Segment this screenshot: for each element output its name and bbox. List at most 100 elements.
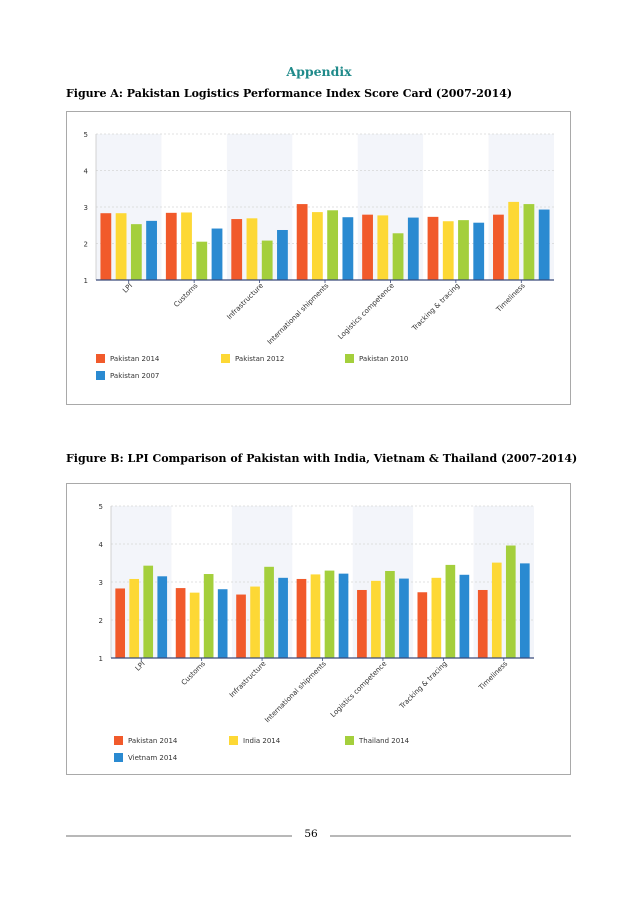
bar-vietnam-2014-customs: [217, 589, 228, 658]
bar-pakistan-2007-tracking-and-tracing: [473, 222, 485, 280]
legend-swatch-pakistan-2014: [114, 736, 123, 745]
x-tick-label-timeliness: Timeliness: [494, 282, 527, 315]
legend-swatch-pakistan-2014: [96, 354, 105, 363]
y-tick-label: 4: [84, 168, 89, 176]
x-tick-label-infrastructure: Infrastructure: [228, 660, 268, 700]
bar-pakistan-2010-lpi: [130, 224, 142, 280]
page-number: 56: [304, 828, 318, 840]
bar-pakistan-2014-timeliness: [477, 589, 488, 658]
bar-india-2014-tracking-and-tracing: [431, 577, 442, 658]
x-tick-label-timeliness: Timeliness: [477, 660, 510, 693]
legend-label-pakistan-2007: Pakistan 2007: [110, 372, 159, 380]
footer-rule-right: [330, 835, 571, 837]
y-tick-label: 3: [99, 579, 103, 587]
bar-pakistan-2010-customs: [196, 241, 208, 280]
y-tick-label: 2: [84, 241, 88, 249]
y-tick-label: 5: [84, 131, 88, 139]
figure-a-caption: Figure A: Pakistan Logistics Performance…: [66, 87, 513, 100]
bar-india-2014-international-shipments: [310, 574, 321, 658]
bar-pakistan-2007-lpi: [146, 220, 157, 280]
legend-swatch-thailand-2014: [345, 736, 354, 745]
figure-b-caption: Figure B: LPI Comparison of Pakistan wit…: [66, 452, 578, 465]
figure-a-chart: 1 2 3 4 5 LPI Customs Infrastructure Internation…: [84, 131, 554, 380]
bar-pakistan-2014-international-shipments: [296, 204, 308, 280]
bar-pakistan-2014-logistics-competence: [357, 589, 367, 658]
bar-vietnam-2014-international-shipments: [338, 573, 349, 658]
bar-pakistan-2012-tracking-and-tracing: [442, 221, 454, 280]
bar-pakistan-2010-infrastructure: [261, 240, 273, 280]
x-tick-label-international-shipments: International shipments: [266, 282, 331, 347]
figure-b-chart-frame: 1 2 3 4 5 LPI Customs Infrastructure Internation…: [66, 483, 571, 775]
legend-label-india-2014: India 2014: [243, 737, 281, 745]
bar-pakistan-2014-lpi: [115, 588, 126, 658]
bar-pakistan-2012-international-shipments: [311, 212, 323, 280]
bar-india-2014-lpi: [129, 578, 140, 658]
bar-thailand-2014-lpi: [143, 565, 154, 658]
page-footer: 56: [66, 828, 571, 844]
figure-a-chart-frame: 1 2 3 4 5 LPI Customs Infrastructure Internation…: [66, 111, 571, 405]
bar-pakistan-2012-lpi: [115, 213, 127, 280]
legend-label-pakistan-2012: Pakistan 2012: [235, 355, 284, 363]
x-tick-label-tracking-and-tracing: Tracking & tracing: [397, 660, 448, 711]
bar-pakistan-2014-international-shipments: [296, 578, 307, 658]
y-tick-label: 2: [99, 617, 103, 625]
x-tick-label-tracking-and-tracing: Tracking & tracing: [410, 282, 461, 333]
legend-label-pakistan-2014: Pakistan 2014: [110, 355, 160, 363]
legend-swatch-pakistan-2007: [96, 371, 105, 380]
bar-pakistan-2014-timeliness: [493, 214, 504, 280]
bar-thailand-2014-logistics-competence: [385, 570, 395, 658]
legend-swatch-vietnam-2014: [114, 753, 123, 762]
bar-pakistan-2014-infrastructure: [231, 219, 243, 280]
bar-thailand-2014-customs: [203, 574, 214, 658]
appendix-heading: Appendix: [286, 64, 352, 79]
bar-pakistan-2012-customs: [181, 212, 192, 280]
x-tick-label-logistics-competence: Logistics competence: [337, 282, 396, 341]
y-tick-label: 1: [84, 277, 88, 285]
bar-india-2014-customs: [189, 592, 200, 658]
bar-pakistan-2012-timeliness: [508, 201, 520, 280]
y-tick-label: 5: [99, 503, 103, 511]
x-tick-label-lpi: LPI: [134, 660, 147, 673]
legend-label-thailand-2014: Thailand 2014: [358, 737, 410, 745]
figure-b-chart: 1 2 3 4 5 LPI Customs InfrastructureInternation…: [99, 503, 534, 762]
bar-pakistan-2010-timeliness: [523, 204, 535, 280]
x-tick-label-customs: Customs: [172, 282, 199, 309]
legend-label-pakistan-2010: Pakistan 2010: [359, 355, 408, 363]
x-tick-label-lpi: LPI: [121, 282, 134, 295]
bar-pakistan-2010-tracking-and-tracing: [458, 220, 469, 280]
y-tick-label: 3: [84, 204, 88, 212]
y-tick-label: 1: [99, 655, 103, 663]
y-tick-label: 4: [99, 541, 104, 549]
bar-pakistan-2014-lpi: [100, 213, 112, 280]
bar-pakistan-2014-infrastructure: [236, 594, 246, 658]
bar-pakistan-2010-logistics-competence: [392, 233, 404, 280]
bar-thailand-2014-timeliness: [505, 545, 516, 658]
x-tick-label-infrastructure: Infrastructure: [225, 282, 265, 322]
bar-pakistan-2010-international-shipments: [327, 210, 339, 280]
bar-pakistan-2007-infrastructure: [277, 229, 288, 280]
bar-pakistan-2014-logistics-competence: [362, 214, 373, 280]
x-tick-label-logistics-competence: Logistics competence: [329, 660, 388, 719]
bar-pakistan-2014-tracking-and-tracing: [417, 592, 428, 658]
bar-vietnam-2014-infrastructure: [278, 577, 288, 658]
bar-india-2014-infrastructure: [250, 586, 260, 658]
x-tick-label-customs: Customs: [180, 660, 207, 687]
bar-pakistan-2007-logistics-competence: [407, 217, 419, 280]
bar-thailand-2014-international-shipments: [324, 570, 335, 658]
bar-pakistan-2012-logistics-competence: [377, 215, 389, 280]
bar-thailand-2014-infrastructure: [264, 566, 274, 658]
bar-vietnam-2014-tracking-and-tracing: [459, 574, 470, 658]
bar-vietnam-2014-logistics-competence: [399, 578, 409, 658]
x-tick-label-international-shipments: International shipments: [263, 660, 328, 725]
bar-thailand-2014-tracking-and-tracing: [445, 564, 456, 658]
legend-label-vietnam-2014: Vietnam 2014: [128, 754, 178, 762]
bar-pakistan-2014-customs: [165, 212, 177, 280]
bar-vietnam-2014-timeliness: [519, 563, 530, 658]
legend-swatch-pakistan-2010: [345, 354, 354, 363]
bar-pakistan-2012-infrastructure: [246, 218, 258, 280]
bar-vietnam-2014-lpi: [157, 576, 168, 658]
bar-pakistan-2014-customs: [175, 588, 186, 658]
bar-pakistan-2007-international-shipments: [342, 217, 354, 280]
bar-india-2014-timeliness: [491, 562, 502, 658]
bar-pakistan-2007-customs: [211, 228, 223, 280]
